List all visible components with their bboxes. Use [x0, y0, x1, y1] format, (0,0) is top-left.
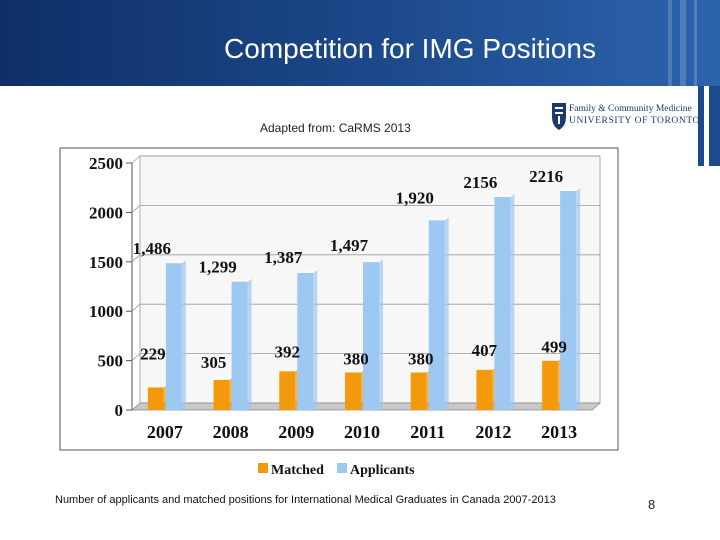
x-tick-label: 2008	[213, 422, 249, 442]
data-label-matched: 380	[343, 349, 369, 368]
y-gridline	[131, 155, 600, 164]
legend-label-matched: Matched	[271, 463, 324, 478]
legend-swatch-applicants	[337, 463, 347, 473]
bar-matched-2010	[345, 369, 365, 410]
bar-matched-2009	[279, 368, 300, 410]
x-tick-label: 2009	[278, 422, 314, 442]
side-accent	[698, 86, 720, 166]
bar-matched-2011	[410, 369, 431, 410]
bar-applicants-2012	[494, 193, 515, 410]
bar-matched-2012	[476, 366, 497, 410]
source-caption: Adapted from: CaRMS 2013	[260, 121, 411, 135]
university-logo: Family & Community Medicine UNIVERSITY O…	[551, 101, 699, 133]
bar-applicants-2008	[231, 278, 252, 410]
y-tick-label: 2000	[89, 203, 123, 222]
data-label-applicants: 2216	[529, 167, 563, 186]
chart-footnote: Number of applicants and matched positio…	[55, 494, 556, 506]
crest-icon	[552, 103, 566, 130]
data-label-applicants: 1,920	[396, 188, 434, 207]
logo-line-2: UNIVERSITY OF TORONTO	[569, 116, 701, 126]
data-label-applicants: 1,387	[264, 248, 303, 267]
logo-line-1: Family & Community Medicine	[569, 104, 692, 114]
x-tick-label: 2012	[475, 422, 511, 442]
page-number: 8	[648, 497, 656, 512]
x-tick-label: 2013	[541, 422, 577, 442]
data-label-matched: 229	[140, 344, 166, 363]
bar-applicants-2010	[363, 259, 383, 410]
bar-applicants-2011	[428, 217, 449, 410]
data-label-applicants: 1,299	[198, 258, 236, 277]
y-tick-label: 2500	[89, 154, 123, 173]
data-label-applicants: 2156	[463, 173, 497, 192]
data-label-matched: 499	[541, 338, 567, 357]
bar-applicants-2013	[560, 188, 581, 410]
bar-applicants-2007	[165, 260, 186, 410]
y-tick-label: 1500	[89, 253, 123, 272]
bar-matched-2007	[147, 384, 168, 410]
y-tick-label: 1000	[89, 302, 123, 321]
bar-matched-2008	[213, 376, 234, 410]
legend-swatch-matched	[258, 463, 268, 473]
legend-label-applicants: Applicants	[350, 463, 415, 478]
data-label-applicants: 1,486	[133, 239, 171, 258]
x-tick-label: 2010	[344, 422, 380, 442]
x-tick-label: 2007	[147, 422, 183, 442]
data-label-matched: 380	[408, 349, 434, 368]
y-tick-label: 500	[98, 352, 124, 371]
y-gridline	[131, 204, 600, 213]
bar-applicants-2009	[297, 269, 318, 410]
data-label-matched: 305	[201, 353, 227, 372]
data-label-matched: 407	[472, 341, 498, 360]
y-tick-label: 0	[115, 401, 124, 420]
data-label-matched: 392	[275, 342, 301, 361]
bar-matched-2013	[542, 357, 563, 410]
title-banner: Competition for IMG Positions	[0, 0, 720, 86]
page-title: Competition for IMG Positions	[224, 33, 596, 64]
data-label-applicants: 1,497	[330, 236, 369, 255]
x-tick-label: 2011	[410, 422, 445, 442]
